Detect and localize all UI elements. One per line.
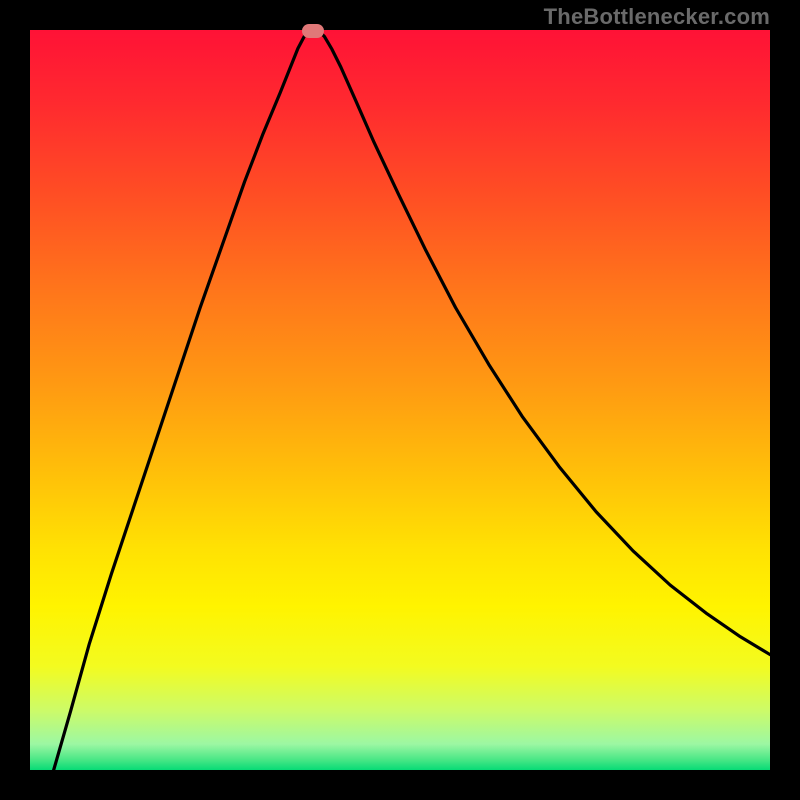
optimal-point-marker	[302, 24, 324, 38]
chart-plot-svg	[30, 30, 770, 770]
chart-background	[30, 30, 770, 770]
chart-frame: TheBottlenecker.com	[0, 0, 800, 800]
watermark-text: TheBottlenecker.com	[544, 4, 770, 30]
